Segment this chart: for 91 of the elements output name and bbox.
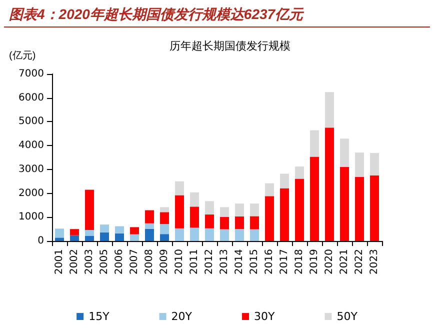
x-tick-label: 2003 (84, 249, 95, 274)
bar (205, 201, 214, 215)
x-tick-label: 2005 (99, 249, 110, 274)
y-tick-label: 1000 (18, 212, 44, 223)
bar (100, 232, 109, 241)
x-tick-label: 2011 (189, 249, 200, 274)
bar (355, 152, 364, 177)
y-tick-label: 7000 (18, 68, 44, 80)
bar (145, 223, 154, 229)
x-tick-label: 2018 (294, 249, 305, 274)
bar (370, 175, 379, 241)
bar (265, 196, 274, 241)
x-tick-label: 2008 (144, 249, 155, 274)
bar (160, 234, 169, 241)
bar (175, 228, 184, 241)
bar (160, 224, 169, 234)
x-tick-label: 2023 (369, 249, 380, 274)
bar (190, 206, 199, 228)
bar (130, 227, 139, 234)
x-tick-label: 2012 (204, 249, 215, 274)
x-tick-label: 2013 (219, 249, 230, 274)
bar (220, 229, 229, 241)
bar (280, 174, 289, 188)
x-tick-label: 2019 (309, 249, 320, 274)
bar (220, 207, 229, 217)
x-tick-label: 2021 (339, 249, 350, 274)
legend-label: 20Y (171, 310, 192, 323)
bar (175, 195, 184, 228)
x-tick-label: 2014 (234, 249, 245, 274)
bar (85, 236, 94, 241)
chart-subtitle: 历年超长期国债发行规模 (170, 40, 290, 52)
x-tick-label: 2015 (249, 249, 260, 274)
bar (70, 235, 79, 241)
bar (250, 216, 259, 230)
bar (115, 233, 124, 241)
bar (295, 178, 304, 241)
bar (370, 152, 379, 176)
bar (340, 167, 349, 241)
bar (295, 166, 304, 179)
bar (250, 229, 259, 241)
chart-title: 图表4：2020年超长期国债发行规模达6237亿元 (9, 6, 306, 22)
y-axis-title: (亿元) (9, 50, 36, 62)
bar (190, 228, 199, 241)
y-tick-label: 2000 (18, 188, 44, 199)
bar (145, 228, 154, 241)
y-tick-label: 0 (38, 236, 44, 246)
bar (55, 238, 64, 241)
x-tick-label: 2006 (114, 249, 125, 274)
bar (70, 229, 79, 236)
bar (235, 216, 244, 230)
y-tick-label: 6000 (18, 92, 44, 104)
bar (235, 229, 244, 241)
y-tick-label: 4000 (18, 140, 44, 152)
bar (355, 176, 364, 241)
bar (100, 224, 109, 232)
legend-label: 30Y (254, 310, 275, 323)
bar (55, 228, 64, 238)
x-tick-label: 2017 (279, 249, 290, 274)
x-tick-label: 2009 (159, 249, 170, 274)
x-tick-label: 2016 (264, 249, 275, 274)
bar (115, 226, 124, 234)
x-tick-label: 2001 (54, 249, 65, 274)
bar (220, 216, 229, 230)
legend-label: 15Y (88, 310, 110, 323)
x-tick-label: 2007 (129, 249, 140, 274)
bar (175, 181, 184, 196)
bar (340, 138, 349, 168)
bar (325, 128, 334, 241)
bar (130, 234, 139, 241)
bar (265, 183, 274, 196)
bar (235, 204, 244, 216)
bar (310, 130, 319, 157)
legend-label: 50Y (336, 310, 358, 323)
bar (190, 192, 199, 207)
y-tick-label: 3000 (18, 164, 44, 175)
bar (325, 92, 334, 128)
bar (205, 214, 214, 228)
x-tick-label: 2002 (69, 249, 80, 274)
bar (85, 190, 94, 230)
x-tick-label: 2022 (354, 249, 365, 274)
bar (205, 228, 214, 241)
bar (160, 212, 169, 224)
bar (250, 204, 259, 216)
bar (145, 210, 154, 224)
x-tick-label: 2020 (324, 249, 335, 274)
bar (160, 207, 169, 212)
y-tick-label: 5000 (18, 116, 44, 128)
bar (85, 230, 94, 236)
bar (310, 156, 319, 241)
x-tick-label: 2010 (174, 249, 185, 274)
bar (280, 188, 289, 241)
